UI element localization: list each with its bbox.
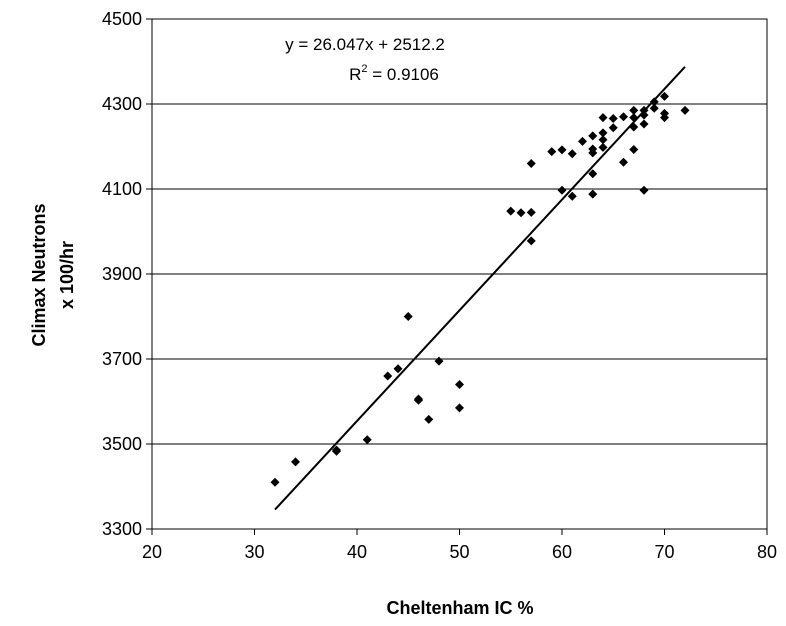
data-point: [639, 110, 649, 120]
data-point: [619, 112, 628, 122]
data-point: [598, 142, 608, 152]
data-point: [526, 159, 536, 168]
x-tick-label: 20: [142, 542, 162, 562]
trendline: [274, 66, 686, 511]
data-point: [639, 185, 649, 195]
data-point: [649, 97, 659, 107]
y-tick-label: 3300: [102, 519, 142, 539]
data-point: [598, 128, 608, 138]
data-point: [639, 119, 649, 129]
data-point: [557, 145, 567, 155]
data-point: [270, 477, 280, 487]
data-point: [660, 113, 669, 123]
x-tick-label: 70: [654, 542, 674, 562]
x-tick-label: 60: [552, 542, 572, 562]
y-tick-label: 4100: [102, 179, 142, 199]
data-point: [332, 445, 341, 455]
data-point: [588, 131, 598, 141]
data-point: [403, 312, 413, 321]
data-point: [383, 371, 393, 381]
data-point: [434, 356, 444, 366]
data-point: [516, 208, 526, 218]
gridlines: [152, 18, 767, 530]
data-point: [639, 105, 649, 115]
data-point: [588, 169, 598, 179]
x-tick-label: 80: [757, 542, 777, 562]
data-point: [547, 147, 557, 157]
data-point: [567, 191, 577, 201]
y-tick-label: 3900: [102, 264, 142, 284]
data-point: [414, 394, 423, 404]
data-point: [608, 113, 618, 123]
x-tick-label: 50: [449, 542, 469, 562]
data-point: [598, 135, 608, 145]
data-point: [362, 435, 372, 445]
r-squared-label: R2 = 0.9106: [349, 63, 439, 84]
data-point: [680, 105, 690, 115]
r-squared-value: = 0.9106: [368, 65, 439, 84]
data-point: [588, 148, 598, 158]
data-point: [578, 136, 587, 146]
data-point: [629, 105, 639, 115]
data-point: [629, 113, 639, 123]
y-tick-label: 4300: [102, 94, 142, 114]
data-point: [629, 144, 639, 154]
data-point: [291, 457, 300, 467]
y-tick-label: 3500: [102, 434, 142, 454]
data-point: [598, 113, 608, 123]
data-point: [455, 403, 464, 413]
data-point: [526, 236, 536, 246]
data-point: [567, 149, 577, 159]
data-point: [526, 207, 536, 217]
x-tick-label: 40: [347, 542, 367, 562]
y-tick-label: 3700: [102, 349, 142, 369]
r-squared-superscript: 2: [361, 63, 367, 75]
trendline-equation: y = 26.047x + 2512.2: [285, 35, 445, 54]
r-squared-r: R: [349, 65, 361, 84]
data-point: [424, 414, 434, 424]
x-tick-label: 30: [244, 542, 264, 562]
data-point: [660, 91, 669, 101]
y-axis-title-line-1: Climax Neutrons: [29, 203, 49, 346]
data-point: [588, 189, 598, 199]
data-point: [649, 103, 659, 113]
y-axis-title-line-2: x 100/hr: [57, 241, 77, 309]
data-point: [393, 364, 403, 374]
data-point: [455, 380, 464, 389]
data-point: [506, 206, 516, 216]
data-points: [270, 91, 690, 487]
y-tick-label: 4500: [102, 9, 142, 29]
y-axis-ticks: 3300 3500 3700 3900 4100 4300 4500: [102, 9, 152, 539]
x-axis-ticks: 20 30 40 50 60 70 80: [142, 529, 777, 562]
data-point: [619, 157, 628, 167]
x-axis-title: Cheltenham IC %: [386, 598, 533, 618]
data-point: [629, 122, 639, 132]
data-point: [557, 185, 567, 195]
data-point: [608, 123, 618, 133]
